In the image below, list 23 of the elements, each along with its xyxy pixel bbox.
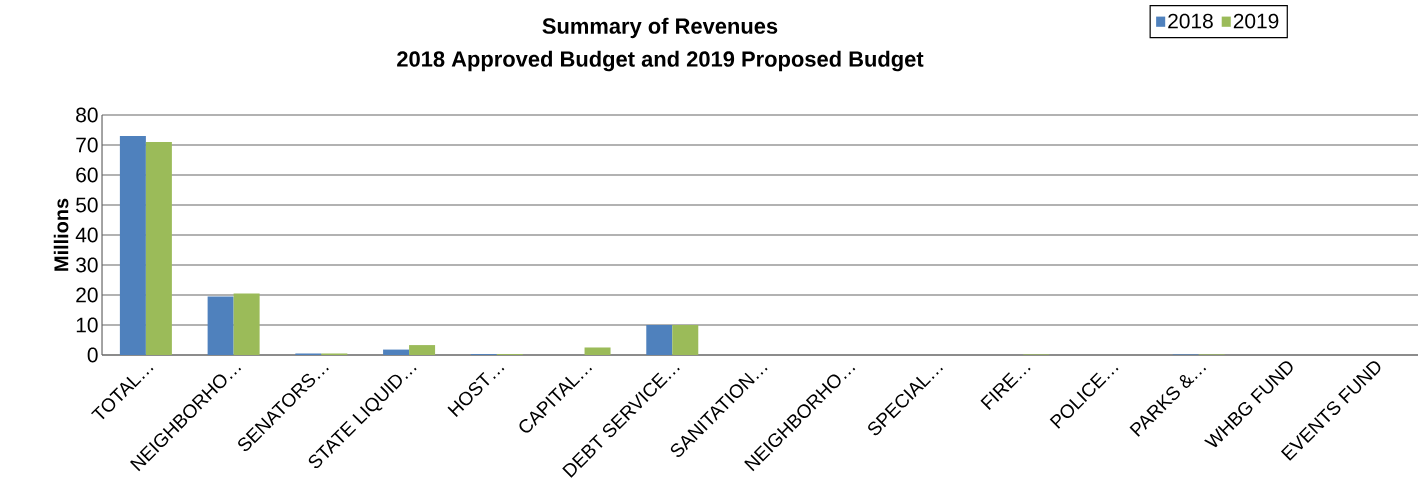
chart-subtitle: 2018 Approved Budget and 2019 Proposed Budget bbox=[397, 50, 924, 72]
y-tick-label: 0 bbox=[87, 347, 98, 363]
bar bbox=[409, 345, 436, 355]
y-tick-label: 30 bbox=[76, 257, 98, 273]
bar bbox=[145, 141, 172, 355]
chart-title: Summary of Revenues bbox=[542, 17, 778, 39]
y-tick-label: 80 bbox=[76, 107, 98, 123]
y-tick-label: 10 bbox=[76, 317, 98, 333]
y-tick-label: 70 bbox=[76, 137, 98, 153]
y-tick-label: 60 bbox=[76, 167, 98, 183]
bar bbox=[119, 135, 146, 355]
legend-label: 2019 bbox=[1233, 13, 1279, 29]
legend-label: 2018 bbox=[1168, 13, 1213, 29]
bar bbox=[646, 324, 673, 355]
y-tick-label: 40 bbox=[75, 227, 98, 243]
y-tick-label: 50 bbox=[76, 197, 98, 213]
bar bbox=[584, 347, 611, 355]
bar bbox=[383, 349, 410, 355]
y-tick-label: 20 bbox=[76, 287, 98, 303]
bar bbox=[233, 293, 260, 355]
bar bbox=[672, 324, 699, 355]
y-axis-title: Millions bbox=[53, 198, 69, 271]
bar bbox=[207, 296, 234, 355]
